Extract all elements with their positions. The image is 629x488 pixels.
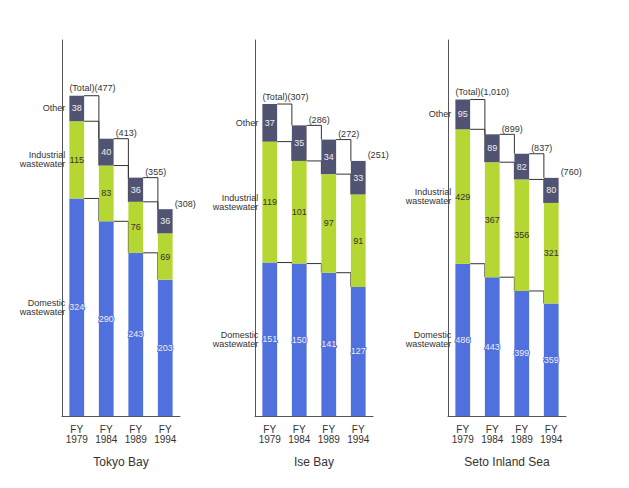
svg-text:69: 69 — [160, 252, 170, 262]
svg-text:83: 83 — [101, 188, 111, 198]
svg-text:FY: FY — [263, 423, 277, 435]
svg-text:151: 151 — [262, 334, 277, 344]
svg-text:324: 324 — [69, 302, 84, 312]
svg-text:1979: 1979 — [259, 434, 282, 445]
svg-text:wastewater: wastewater — [19, 159, 66, 169]
svg-text:203: 203 — [158, 343, 173, 353]
svg-text:141: 141 — [321, 339, 336, 349]
svg-text:127: 127 — [351, 346, 366, 356]
svg-text:76: 76 — [131, 222, 141, 232]
svg-text:1979: 1979 — [66, 434, 89, 445]
svg-text:(899): (899) — [502, 124, 523, 134]
svg-text:1984: 1984 — [288, 434, 311, 445]
svg-text:(Total)(1,010): (Total)(1,010) — [455, 87, 509, 97]
svg-text:Other: Other — [236, 118, 259, 128]
svg-text:Industrial: Industrial — [28, 150, 66, 161]
svg-text:Domestic: Domestic — [27, 297, 66, 308]
svg-text:Domestic: Domestic — [413, 330, 452, 341]
svg-text:82: 82 — [517, 162, 527, 172]
svg-text:150: 150 — [292, 335, 307, 345]
svg-text:(837): (837) — [531, 143, 552, 153]
svg-text:115: 115 — [70, 155, 84, 165]
svg-text:wastewater: wastewater — [19, 307, 66, 317]
svg-text:Domestic: Domestic — [220, 329, 259, 340]
svg-text:FY: FY — [456, 423, 470, 435]
svg-text:(Total)(307): (Total)(307) — [262, 92, 308, 102]
svg-text:wastewater: wastewater — [405, 196, 452, 206]
svg-text:91: 91 — [353, 236, 363, 246]
svg-text:Other: Other — [43, 103, 66, 113]
svg-text:321: 321 — [544, 248, 559, 258]
svg-text:290: 290 — [99, 314, 114, 324]
svg-text:95: 95 — [458, 109, 468, 119]
svg-text:wastewater: wastewater — [212, 339, 259, 349]
svg-text:FY: FY — [485, 423, 499, 435]
svg-text:wastewater: wastewater — [212, 202, 259, 212]
svg-text:Tokyo Bay: Tokyo Bay — [93, 455, 148, 469]
svg-text:Seto Inland Sea: Seto Inland Sea — [464, 455, 550, 469]
svg-text:1994: 1994 — [154, 434, 177, 445]
svg-text:243: 243 — [128, 329, 143, 339]
svg-text:Industrial: Industrial — [414, 187, 452, 197]
svg-text:36: 36 — [131, 185, 141, 195]
svg-text:Industrial: Industrial — [221, 192, 259, 203]
svg-text:Ise Bay: Ise Bay — [294, 455, 334, 469]
svg-text:FY: FY — [70, 423, 84, 435]
svg-text:(308): (308) — [175, 199, 196, 209]
svg-text:(760): (760) — [561, 167, 582, 177]
svg-text:FY: FY — [158, 423, 172, 435]
svg-text:101: 101 — [292, 207, 307, 217]
svg-text:80: 80 — [546, 185, 556, 195]
svg-text:(251): (251) — [368, 150, 389, 160]
svg-text:1989: 1989 — [511, 434, 534, 445]
svg-text:FY: FY — [351, 423, 365, 435]
svg-text:FY: FY — [322, 423, 336, 435]
svg-text:429: 429 — [455, 192, 470, 202]
svg-text:(286): (286) — [309, 115, 330, 125]
svg-text:FY: FY — [515, 423, 529, 435]
svg-text:399: 399 — [514, 348, 529, 358]
svg-text:367: 367 — [485, 215, 500, 225]
svg-text:1984: 1984 — [95, 434, 118, 445]
svg-text:38: 38 — [72, 103, 82, 113]
svg-text:(355): (355) — [145, 167, 166, 177]
svg-text:FY: FY — [292, 423, 306, 435]
svg-text:97: 97 — [324, 218, 334, 228]
svg-text:359: 359 — [544, 355, 559, 365]
svg-text:486: 486 — [455, 335, 470, 345]
svg-text:36: 36 — [160, 216, 170, 226]
svg-text:wastewater: wastewater — [405, 339, 452, 349]
svg-text:356: 356 — [514, 230, 529, 240]
svg-text:Other: Other — [429, 109, 452, 119]
svg-text:1984: 1984 — [481, 434, 504, 445]
svg-text:35: 35 — [294, 138, 304, 148]
svg-text:FY: FY — [129, 423, 143, 435]
svg-text:119: 119 — [263, 197, 277, 207]
svg-text:(272): (272) — [338, 129, 359, 139]
svg-text:33: 33 — [353, 173, 363, 183]
svg-text:37: 37 — [265, 118, 275, 128]
svg-text:FY: FY — [99, 423, 113, 435]
svg-text:1979: 1979 — [452, 434, 475, 445]
svg-text:FY: FY — [544, 423, 558, 435]
svg-text:1994: 1994 — [540, 434, 563, 445]
svg-text:1994: 1994 — [347, 434, 370, 445]
svg-text:34: 34 — [324, 152, 334, 162]
svg-text:1989: 1989 — [125, 434, 148, 445]
svg-text:(413): (413) — [116, 128, 137, 138]
svg-text:(Total)(477): (Total)(477) — [69, 83, 115, 93]
svg-text:1989: 1989 — [318, 434, 341, 445]
svg-text:89: 89 — [487, 143, 497, 153]
svg-text:40: 40 — [101, 147, 111, 157]
svg-text:443: 443 — [485, 342, 500, 352]
